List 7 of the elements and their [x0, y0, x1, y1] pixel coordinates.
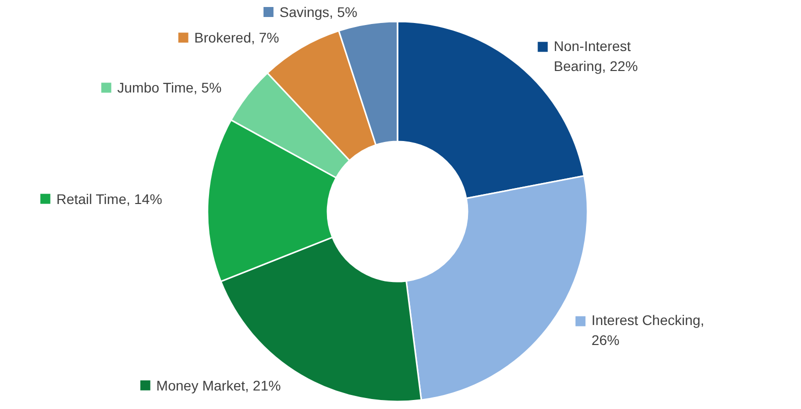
legend-label: Brokered, 7% [194, 30, 280, 46]
legend-label: Non-Interest Bearing, 22% [554, 38, 638, 74]
legend-label: Retail Time, 14% [56, 190, 162, 207]
legend-label: Interest Checking, 26% [591, 312, 704, 348]
legend-label: Savings, 5% [279, 4, 358, 20]
legend-label: Money Market, 21% [156, 377, 281, 394]
legend-label: Jumbo Time, 5% [117, 80, 222, 96]
